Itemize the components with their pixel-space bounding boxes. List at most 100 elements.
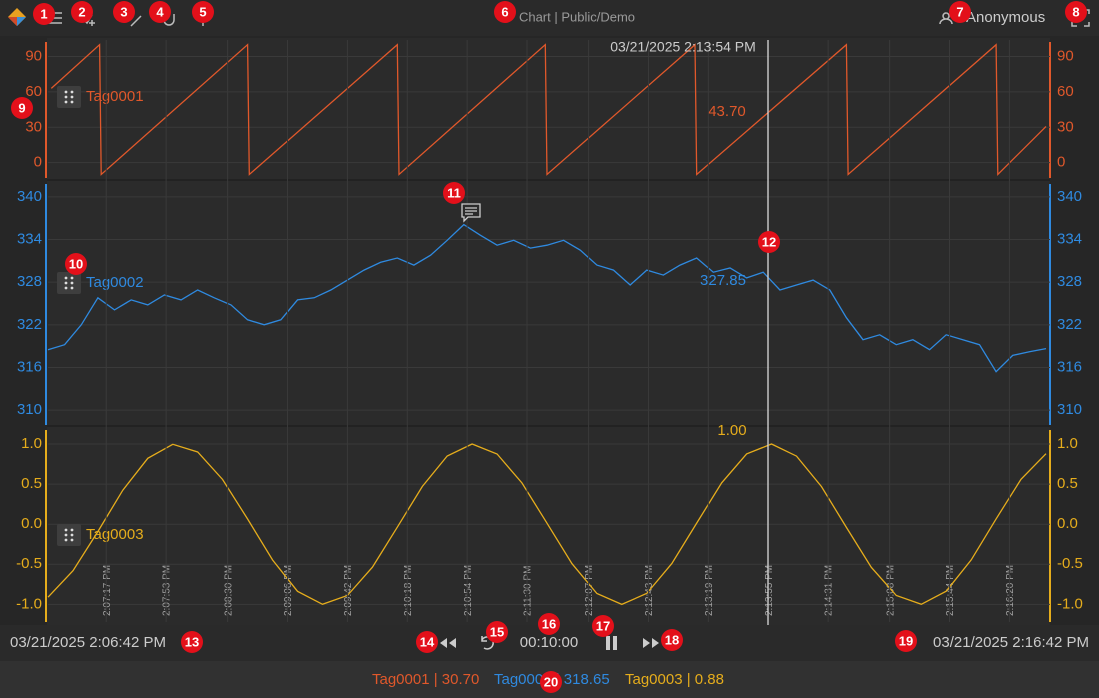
series-line (50, 43, 1047, 177)
y-tick-label: -1.0 (1057, 595, 1083, 612)
badge (192, 1, 214, 23)
drag-handle (57, 524, 81, 546)
x-tick-label: 2:16:20 PM (1005, 565, 1016, 616)
page-title: Chart | Public/Demo (519, 9, 635, 24)
badge (33, 3, 55, 25)
series-name: Tag0001 (86, 88, 144, 105)
x-tick-label: 2:07:53 PM (162, 565, 173, 616)
y-tick-label: 30 (25, 118, 42, 135)
badge (1065, 1, 1087, 23)
cursor-value: 1.00 (717, 422, 746, 439)
drag-dot (70, 276, 74, 280)
badge-label: 4 (156, 4, 164, 19)
plot-area (47, 38, 1050, 625)
drag-dot (64, 286, 68, 290)
forward-button[interactable] (643, 638, 659, 648)
y-tick-label: 310 (17, 401, 42, 418)
start-time[interactable]: 03/21/2025 2:06:42 PM (10, 634, 166, 651)
y-tick-label: 1.0 (1057, 435, 1078, 452)
x-tick-label: 2:09:06 PM (283, 565, 294, 616)
badge (65, 253, 87, 275)
x-tick-label: 2:10:18 PM (403, 565, 414, 616)
duration[interactable]: 00:10:00 (520, 634, 578, 651)
badge-label: 10 (69, 256, 83, 271)
legend-entry: Tag0003 | 0.88 (625, 671, 724, 688)
drag-dot (70, 100, 74, 104)
drag-dot (64, 281, 68, 285)
badge-label: 19 (899, 633, 913, 648)
x-tick-label: 2:13:19 PM (704, 565, 715, 616)
badge (538, 613, 560, 635)
y-tick-label: 334 (17, 231, 42, 248)
series-name: Tag0002 (86, 274, 144, 291)
drag-dot (70, 528, 74, 532)
y-tick-label: 316 (17, 358, 42, 375)
y-tick-label: 90 (25, 47, 42, 64)
drag-dot (64, 276, 68, 280)
badge (113, 1, 135, 23)
y-tick-label: 0 (1057, 154, 1065, 171)
cursor-time: 03/21/2025 2:13:54 PM (610, 39, 756, 55)
badge (895, 630, 917, 652)
x-tick-label: 2:09:42 PM (343, 565, 354, 616)
badge-label: 8 (1072, 4, 1079, 19)
drag-dot (70, 90, 74, 94)
badge (661, 629, 683, 651)
cursor-value: 43.70 (708, 103, 746, 120)
rewind-button[interactable] (440, 638, 456, 648)
y-tick-label: 340 (1057, 188, 1082, 205)
badge-label: 18 (665, 632, 679, 647)
y-tick-label: 310 (1057, 401, 1082, 418)
y-tick-label: 1.0 (21, 435, 42, 452)
drag-dot (70, 281, 74, 285)
series-line (47, 443, 1047, 606)
y-tick-label: -0.5 (16, 555, 42, 572)
badge-label: 14 (420, 634, 435, 649)
x-tick-label: 2:14:31 PM (824, 565, 835, 616)
comment-icon[interactable] (461, 203, 481, 223)
badge-label: 7 (956, 4, 963, 19)
user-name[interactable]: Anonymous (966, 9, 1045, 26)
drag-dot (70, 538, 74, 542)
drag-dot (64, 100, 68, 104)
y-tick-label: 30 (1057, 118, 1074, 135)
series-line (47, 223, 1047, 373)
y-tick-label: 340 (17, 188, 42, 205)
badge-label: 3 (120, 4, 127, 19)
badge (11, 97, 33, 119)
y-tick-label: 334 (1057, 231, 1082, 248)
end-time[interactable]: 03/21/2025 2:16:42 PM (933, 634, 1089, 651)
badge (486, 621, 508, 643)
y-tick-label: 90 (1057, 47, 1074, 64)
y-tick-label: 316 (1057, 358, 1082, 375)
y-tick-label: 322 (17, 316, 42, 333)
badge (181, 631, 203, 653)
chart-panel: 310 310 316 316 322 322 328 328 334 334 340 340 Tag0… (17, 179, 1082, 425)
drag-dot (70, 95, 74, 99)
badge-label: 16 (542, 616, 556, 631)
badge-label: 2 (78, 4, 85, 19)
x-tick-label: 2:15:08 PM (885, 565, 896, 616)
x-tick-label: 2:08:30 PM (223, 565, 234, 616)
drag-handle (57, 272, 81, 294)
user-icon (939, 12, 953, 25)
y-tick-label: 0 (34, 154, 42, 171)
drag-dot (70, 533, 74, 537)
pause-button[interactable] (606, 636, 617, 650)
logo (8, 8, 26, 26)
badge (758, 231, 780, 253)
badge (592, 615, 614, 637)
drag-dot (70, 286, 74, 290)
badge (443, 182, 465, 204)
y-tick-label: 0.5 (21, 475, 42, 492)
badge-label: 6 (501, 4, 508, 19)
badge-label: 9 (18, 100, 25, 115)
badge-label: 17 (596, 618, 610, 633)
plots: 0 0 30 30 60 60 90 90 Tag0001 43.70 310 310 316 316 32… (16, 40, 1083, 622)
x-tick-label: 2:10:54 PM (463, 565, 474, 616)
chart-panel: -1.0 -1.0 -0.5 -0.5 0.0 0.0 0.5 0.5 1.0 1.0 2:07:1… (16, 422, 1083, 622)
drag-handle (57, 86, 81, 108)
badge (71, 1, 93, 23)
cursor-value: 327.85 (700, 272, 746, 289)
